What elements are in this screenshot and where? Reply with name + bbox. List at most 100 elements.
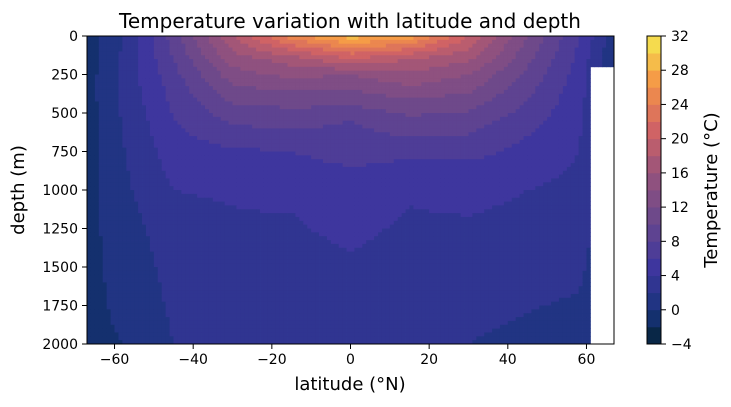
heatmap-cell (165, 147, 170, 152)
heatmap-cell (263, 340, 269, 345)
heatmap-cell (110, 51, 115, 56)
heatmap-cell (287, 320, 292, 326)
heatmap-cell (256, 74, 261, 79)
heatmap-cell (283, 209, 288, 214)
heatmap-cell (201, 101, 206, 106)
heatmap-cell (94, 274, 100, 279)
heatmap-cell (311, 267, 316, 272)
heatmap-cell (299, 163, 304, 168)
heatmap-cell (126, 124, 131, 129)
heatmap-cell (130, 101, 135, 106)
heatmap-cell (216, 155, 222, 160)
heatmap-cell (244, 216, 249, 222)
heatmap-cell (142, 66, 147, 72)
heatmap-cell (212, 240, 218, 245)
heatmap-cell (252, 178, 257, 183)
heatmap-cell (244, 232, 249, 237)
heatmap-cell (212, 89, 218, 95)
heatmap-cell (236, 59, 241, 64)
heatmap-cell (256, 236, 261, 241)
heatmap-cell (267, 209, 273, 214)
heatmap-cell (114, 109, 119, 114)
heatmap-cell (130, 216, 135, 222)
heatmap-cell (98, 197, 104, 202)
heatmap-cell (94, 267, 100, 272)
heatmap-cell (130, 78, 135, 83)
heatmap-cell (134, 205, 139, 210)
heatmap-cell (157, 128, 163, 133)
heatmap-cell (319, 109, 324, 114)
heatmap-cell (256, 190, 261, 195)
heatmap-cell (220, 186, 226, 191)
heatmap-cell (138, 86, 143, 91)
heatmap-cell (110, 97, 115, 102)
heatmap-cell (212, 39, 218, 45)
heatmap-cell (299, 105, 304, 110)
heatmap-cell (138, 170, 143, 175)
heatmap-cell (173, 163, 178, 168)
heatmap-cell (157, 340, 163, 345)
heatmap-cell (263, 282, 269, 287)
heatmap-cell (220, 136, 226, 141)
heatmap-cell (161, 201, 167, 206)
heatmap-cell (307, 240, 312, 245)
heatmap-cell (157, 328, 163, 333)
heatmap-cell (102, 301, 108, 306)
heatmap-cell (295, 190, 300, 195)
heatmap-cell (122, 39, 127, 45)
heatmap-cell (232, 70, 237, 75)
heatmap-cell (177, 313, 182, 318)
heatmap-cell (197, 170, 202, 175)
heatmap-cell (142, 89, 147, 95)
heatmap-cell (287, 197, 292, 202)
heatmap-cell (212, 332, 218, 337)
heatmap-cell (114, 101, 119, 106)
heatmap-cell (185, 201, 190, 206)
heatmap-cell (236, 120, 241, 125)
heatmap-cell (157, 97, 163, 102)
heatmap-cell (169, 301, 174, 306)
heatmap-cell (307, 93, 312, 98)
heatmap-cell (142, 282, 147, 287)
heatmap-cell (236, 320, 241, 326)
heatmap-cell (271, 193, 277, 199)
heatmap-cell (263, 205, 269, 210)
heatmap-cell (295, 47, 300, 52)
heatmap-cell (271, 36, 277, 41)
heatmap-cell (263, 236, 269, 241)
heatmap-cell (181, 216, 186, 222)
heatmap-cell (169, 89, 174, 95)
heatmap-cell (295, 155, 300, 160)
heatmap-cell (311, 309, 316, 314)
heatmap-cell (244, 136, 249, 141)
heatmap-cell (295, 267, 300, 272)
heatmap-cell (299, 55, 304, 60)
heatmap-cell (189, 216, 194, 222)
heatmap-cell (311, 224, 316, 229)
heatmap-cell (267, 213, 273, 218)
heatmap-cell (326, 232, 332, 237)
heatmap-cell (275, 74, 281, 79)
heatmap-cell (291, 201, 296, 206)
heatmap-cell (102, 293, 108, 299)
heatmap-cell (228, 116, 233, 122)
heatmap-cell (295, 139, 300, 145)
heatmap-cell (149, 59, 155, 64)
heatmap-cell (228, 163, 233, 168)
heatmap-cell (118, 328, 123, 333)
heatmap-cell (134, 324, 139, 329)
heatmap-cell (110, 178, 115, 183)
heatmap-cell (291, 70, 296, 75)
heatmap-cell (240, 89, 245, 95)
heatmap-cell (252, 290, 257, 295)
heatmap-cell (185, 174, 190, 179)
heatmap-cell (326, 101, 332, 106)
heatmap-cell (216, 166, 222, 172)
heatmap-cell (149, 174, 155, 179)
heatmap-cell (208, 159, 214, 164)
heatmap-cell (279, 51, 285, 56)
heatmap-cell (193, 332, 198, 337)
heatmap-cell (295, 178, 300, 183)
heatmap-cell (299, 286, 304, 291)
heatmap-cell (244, 170, 249, 175)
